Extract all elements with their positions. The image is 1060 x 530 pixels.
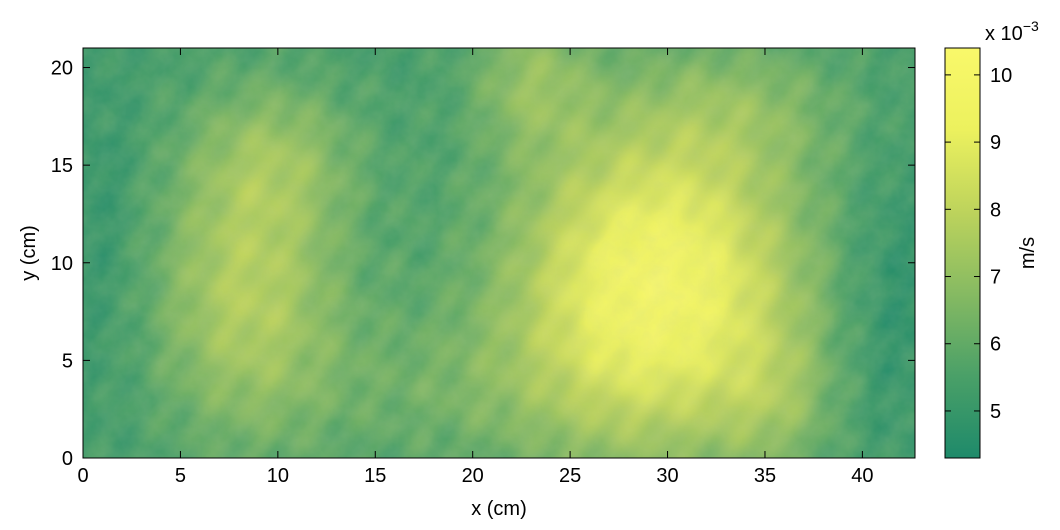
plot-area <box>82 47 916 459</box>
colorbar-tick-label: 10 <box>990 65 1012 87</box>
colorbar-label: m/s <box>1017 237 1039 269</box>
colorbar: 5 6 7 8 9 10 x 10−3 m/s <box>944 18 1039 459</box>
y-tick-label: 15 <box>51 155 73 177</box>
colorbar-tick-label: 6 <box>990 334 1001 356</box>
x-tick-label: 5 <box>175 465 186 487</box>
x-tick-label: 0 <box>77 465 88 487</box>
colorbar-ticks: 5 6 7 8 9 10 <box>945 65 1012 423</box>
y-tick-label: 20 <box>51 58 73 80</box>
x-tick-label: 15 <box>364 465 386 487</box>
heatmap-grain <box>83 48 915 458</box>
y-axis: 0 5 10 15 20 <box>51 58 915 470</box>
x-tick-label: 10 <box>267 465 289 487</box>
x-axis: 0 5 10 15 20 25 30 35 40 <box>77 48 874 487</box>
y-tick-label: 10 <box>51 253 73 275</box>
y-tick-label: 5 <box>62 350 73 372</box>
colorbar-exponent: −3 <box>1023 18 1039 34</box>
colorbar-frame <box>944 47 981 459</box>
x-tick-label: 30 <box>656 465 678 487</box>
x-tick-label: 25 <box>559 465 581 487</box>
x-tick-label: 20 <box>462 465 484 487</box>
colorbar-tick-label: 5 <box>990 401 1001 423</box>
x-axis-label: x (cm) <box>471 498 527 520</box>
plot-frame <box>82 47 916 459</box>
colorbar-gradient <box>945 48 980 458</box>
colorbar-tick-label: 7 <box>990 267 1001 289</box>
x-tick-label: 35 <box>754 465 776 487</box>
colorbar-tick-label: 8 <box>990 199 1001 221</box>
colorbar-multiplier: x 10−3 <box>985 18 1039 45</box>
colorbar-tick-label: 9 <box>990 132 1001 154</box>
y-tick-label: 0 <box>62 448 73 470</box>
x-tick-label: 40 <box>851 465 873 487</box>
y-axis-label: y (cm) <box>18 225 40 281</box>
